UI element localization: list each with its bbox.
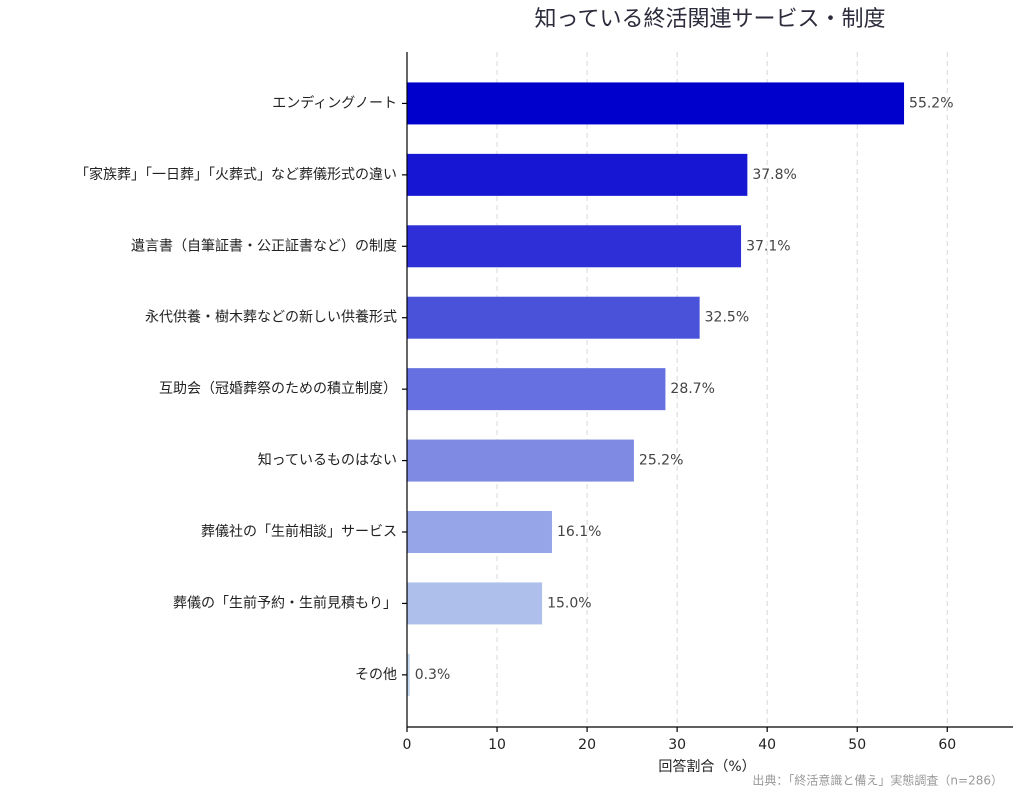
y-tick-label: 葬儀の「生前予約・生前見積もり」 (173, 594, 397, 611)
y-tick-label: 葬儀社の「生前相談」サービス (201, 523, 397, 540)
value-label: 32.5% (705, 310, 749, 326)
y-tick-label: その他 (355, 667, 397, 683)
bar (407, 511, 552, 553)
y-tick-label: エンディングノート (272, 94, 397, 111)
x-axis-label: 回答割合（%） (658, 758, 755, 775)
y-tick-label: 遺言書（自筆証書・公正証書など）の制度 (131, 238, 397, 254)
y-tick-label: 永代供養・樹木葬などの新しい供養形式 (145, 309, 397, 326)
chart-title: 知っている終活関連サービス・制度 (535, 7, 886, 32)
bar (407, 225, 742, 268)
value-label: 28.7% (670, 381, 714, 397)
x-tick-label: 10 (488, 737, 506, 753)
bar (407, 582, 543, 625)
y-tick-label: 「家族葬」「一日葬」「火葬式」など葬儀形式の違い (75, 166, 397, 183)
x-tick-label: 0 (403, 737, 412, 753)
y-tick-label: 知っているものはない (258, 452, 397, 469)
y-tick-label: 互助会（冠婚葬祭のための積立制度） (159, 381, 397, 397)
value-label: 0.3% (415, 667, 451, 683)
value-label: 37.8% (752, 167, 796, 183)
value-label: 55.2% (909, 95, 953, 111)
bar (407, 296, 700, 339)
x-tick-label: 50 (848, 737, 866, 753)
value-label: 15.0% (547, 595, 591, 611)
bar (407, 368, 666, 411)
bar (407, 439, 634, 482)
value-label: 37.1% (746, 238, 790, 254)
x-tick-label: 40 (758, 737, 776, 753)
x-tick-label: 30 (668, 737, 686, 753)
x-tick-label: 60 (938, 737, 956, 753)
value-label: 25.2% (639, 453, 683, 469)
bar (407, 653, 410, 696)
x-tick-label: 20 (578, 737, 596, 753)
value-label: 16.1% (557, 524, 601, 540)
bar (407, 153, 748, 196)
bar (407, 82, 905, 125)
source-note: 出典：「終活意識と備え」実態調査（n=286） (752, 773, 1003, 788)
